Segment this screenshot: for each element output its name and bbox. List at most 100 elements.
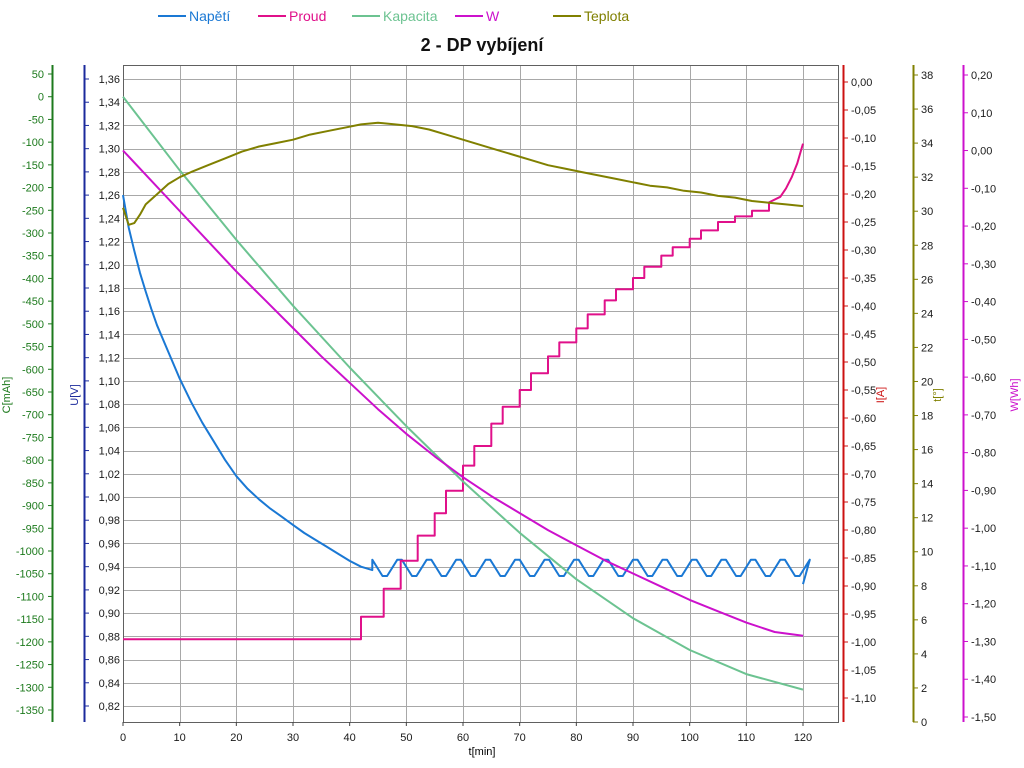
tick-label: -0,65 bbox=[851, 441, 876, 453]
tick-label: 1,12 bbox=[99, 353, 120, 365]
tick-label: 0,00 bbox=[851, 77, 872, 89]
legend-label: W bbox=[486, 8, 500, 24]
tick-label: -1,20 bbox=[971, 599, 996, 611]
tick-label: 34 bbox=[921, 138, 933, 150]
tick-label: 1,18 bbox=[99, 283, 120, 295]
tick-label: -1350 bbox=[16, 705, 44, 717]
tick-label: -0,15 bbox=[851, 161, 876, 173]
series-line-W bbox=[122, 149, 804, 637]
axis-label-I: I[A] bbox=[875, 387, 887, 404]
tick-label: -0,55 bbox=[851, 385, 876, 397]
axis-U: 1,36 1,34 1,32 1,30 1,28 1,26 1,24 1,22 1,20 1,18… bbox=[69, 65, 120, 722]
x-tick-label: 0 bbox=[120, 732, 126, 744]
tick-label: -1,40 bbox=[971, 674, 996, 686]
tick-label: 6 bbox=[921, 615, 927, 627]
tick-label: -1,00 bbox=[851, 637, 876, 649]
tick-label: -100 bbox=[22, 137, 44, 149]
tick-label: -0,40 bbox=[971, 297, 996, 309]
tick-label: 0,88 bbox=[99, 631, 120, 643]
tick-label: 22 bbox=[921, 342, 933, 354]
tick-label: 2 bbox=[921, 683, 927, 695]
tick-label: -1250 bbox=[16, 660, 44, 672]
tick-label: 0,92 bbox=[99, 585, 120, 597]
tick-label: -750 bbox=[22, 432, 44, 444]
tick-label: -1,10 bbox=[971, 561, 996, 573]
tick-label: 16 bbox=[921, 445, 933, 457]
tick-label: 26 bbox=[921, 274, 933, 286]
tick-label: -1,10 bbox=[851, 693, 876, 705]
tick-label: -0,85 bbox=[851, 553, 876, 565]
x-tick-label: 80 bbox=[570, 732, 582, 744]
legend-label: Proud bbox=[289, 8, 326, 24]
x-tick-label: 20 bbox=[230, 732, 242, 744]
tick-label: -0,45 bbox=[851, 329, 876, 341]
tick-label: -0,30 bbox=[971, 259, 996, 271]
tick-label: 1,00 bbox=[99, 492, 120, 504]
tick-label: 0 bbox=[921, 717, 927, 729]
tick-label: -0,40 bbox=[851, 301, 876, 313]
tick-label: -300 bbox=[22, 228, 44, 240]
tick-label: -950 bbox=[22, 523, 44, 535]
tick-label: 1,14 bbox=[99, 329, 120, 341]
tick-label: -0,90 bbox=[851, 581, 876, 593]
tick-label: 1,26 bbox=[99, 190, 120, 202]
tick-label: -550 bbox=[22, 342, 44, 354]
tick-label: 0,20 bbox=[971, 70, 992, 82]
tick-label: -1050 bbox=[16, 569, 44, 581]
tick-label: 1,02 bbox=[99, 469, 120, 481]
tick-label: -1300 bbox=[16, 682, 44, 694]
axis-label-W: W[Wh] bbox=[1009, 379, 1021, 412]
tick-label: 24 bbox=[921, 308, 933, 320]
tick-label: 1,24 bbox=[99, 213, 120, 225]
series-line-Kapacita bbox=[122, 96, 804, 691]
tick-label: -850 bbox=[22, 478, 44, 490]
tick-label: 1,28 bbox=[99, 167, 120, 179]
tick-label: 0,90 bbox=[99, 608, 120, 620]
axis-W: 0,20 0,10 0,00 -0,10 -0,20 -0,30 -0,40 -0,50 -0,… bbox=[962, 65, 1021, 724]
tick-label: 1,20 bbox=[99, 260, 120, 272]
tick-label: 12 bbox=[921, 513, 933, 525]
x-tick-label: 40 bbox=[344, 732, 356, 744]
legend-label: Napětí bbox=[189, 8, 230, 24]
series-line-Napětí bbox=[122, 194, 811, 585]
tick-label: -650 bbox=[22, 387, 44, 399]
tick-label: -0,80 bbox=[851, 525, 876, 537]
legend-item: Kapacita bbox=[352, 8, 438, 24]
tick-label: 0 bbox=[38, 92, 44, 104]
tick-label: -200 bbox=[22, 183, 44, 195]
tick-label: -1,30 bbox=[971, 636, 996, 648]
tick-label: 14 bbox=[921, 479, 933, 491]
tick-label: 1,10 bbox=[99, 376, 120, 388]
tick-label: 0,86 bbox=[99, 655, 120, 667]
x-tick-label: 30 bbox=[287, 732, 299, 744]
x-tick-label: 10 bbox=[174, 732, 186, 744]
legend-item: W bbox=[455, 8, 500, 24]
x-tick-label: 70 bbox=[514, 732, 526, 744]
tick-label: -0,95 bbox=[851, 609, 876, 621]
legend-item: Teplota bbox=[553, 8, 629, 24]
tick-label: -500 bbox=[22, 319, 44, 331]
tick-label: 0,00 bbox=[971, 146, 992, 158]
grid bbox=[123, 65, 839, 723]
tick-label: 30 bbox=[921, 206, 933, 218]
tick-label: -900 bbox=[22, 501, 44, 513]
tick-label: 0,98 bbox=[99, 515, 120, 527]
x-tick-label: 110 bbox=[738, 732, 756, 744]
tick-label: 38 bbox=[921, 70, 933, 82]
tick-label: -450 bbox=[22, 296, 44, 308]
tick-label: -0,90 bbox=[971, 485, 996, 497]
tick-label: 1,08 bbox=[99, 399, 120, 411]
tick-label: 36 bbox=[921, 104, 933, 116]
axes: 50 0 -50 -100 -150 -200 -250 -300 -350 -400 -450 -5… bbox=[1, 65, 1021, 744]
axis-C: 50 0 -50 -100 -150 -200 -250 -300 -350 -400 -450 -5… bbox=[1, 65, 54, 722]
tick-label: -250 bbox=[22, 205, 44, 217]
x-tick-label: 120 bbox=[794, 732, 812, 744]
tick-label: 0,84 bbox=[99, 678, 120, 690]
tick-label: -0,20 bbox=[851, 189, 876, 201]
tick-label: -0,50 bbox=[851, 357, 876, 369]
tick-label: 0,96 bbox=[99, 538, 120, 550]
tick-label: -1150 bbox=[17, 614, 44, 626]
tick-label: 1,36 bbox=[99, 74, 120, 86]
tick-label: 8 bbox=[921, 581, 927, 593]
